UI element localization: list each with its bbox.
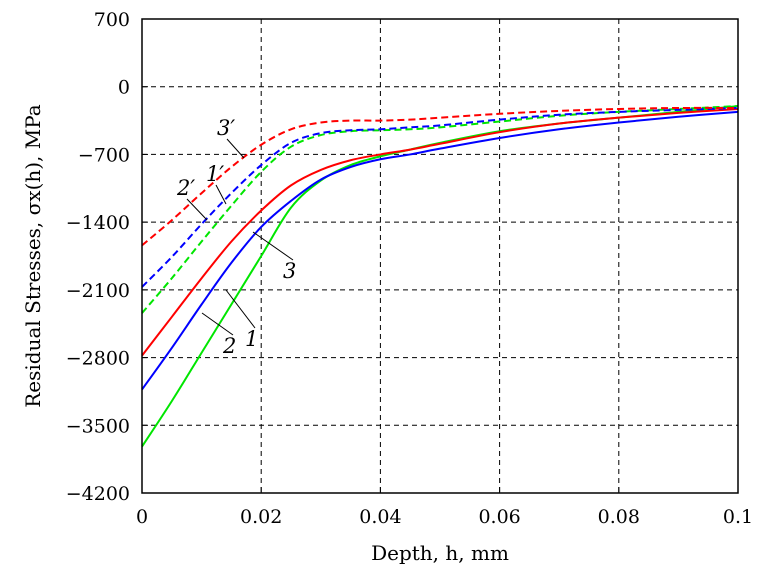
series-line-4 [141,105,739,314]
label-leader [201,312,234,336]
curve-label-4: 1′ [206,162,224,186]
x-tick-label: 0.02 [240,506,282,528]
y-tick-label: −700 [78,144,130,166]
label-leader [226,138,245,159]
label-leader [186,198,208,221]
series-line-1 [141,105,739,448]
curve-label-6: 3′ [217,116,235,140]
x-tick-label: 0.06 [478,506,520,528]
label-leader [252,231,294,261]
y-tick-label: 700 [94,9,130,31]
label-leader [215,184,227,205]
series-lines [141,105,739,448]
series-line-3 [141,107,739,357]
series-line-5 [141,107,739,288]
curve-label-3: 3 [283,259,296,283]
series-line-2 [141,110,739,391]
plot-frame [141,18,739,494]
x-axis-title: Depth, h, mm [371,541,509,565]
y-tick-label: 0 [118,77,130,99]
y-tick-label: −3500 [66,415,130,437]
curve-labels: 12 3 1′ 2′ 3′ [176,116,296,358]
x-tick-label: 0.08 [598,506,640,528]
y-tick-label: −2800 [66,348,130,370]
y-axis-title: Residual Stresses, σx(h), MPa [21,104,45,408]
y-tick-label: −2100 [66,280,130,302]
curve-label-2: 2 [222,334,236,358]
y-tick-label: −4200 [66,483,130,505]
curve-label-1: 1 [245,327,258,351]
grid [142,19,738,493]
axis-ticks: 0 0.02 0.04 0.06 0.08 0.1 700 0 −700 −1400 −2100 −2… [66,9,753,528]
curve-label-5: 2′ [176,176,195,200]
x-tick-label: 0.1 [723,506,753,528]
x-tick-label: 0 [136,506,148,528]
y-tick-label: −1400 [66,212,130,234]
label-leaders [186,138,294,336]
series-line-6 [141,106,739,247]
label-leader [225,289,256,329]
x-tick-label: 0.04 [359,506,401,528]
